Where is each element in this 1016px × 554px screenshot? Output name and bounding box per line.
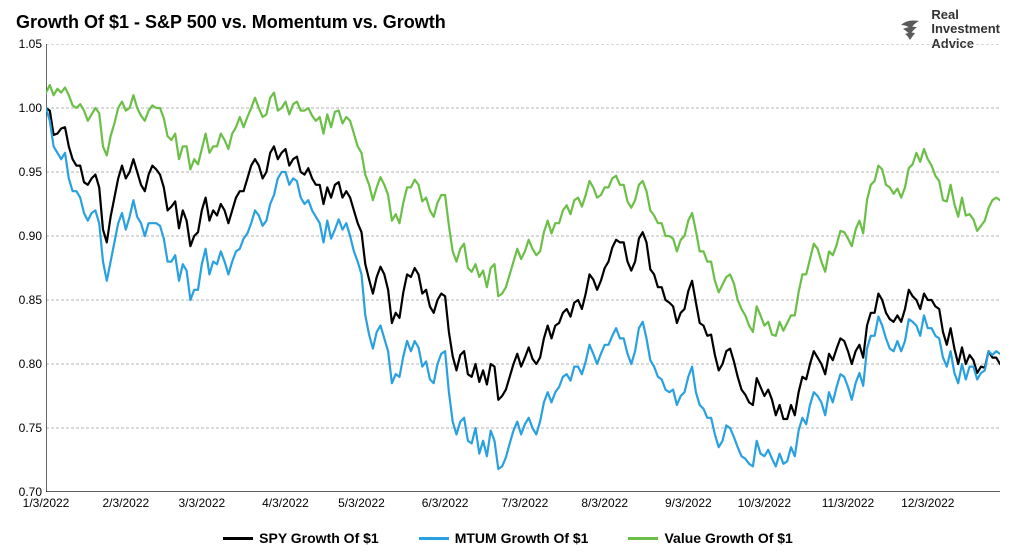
legend-item-mtum: MTUM Growth Of $1	[419, 530, 589, 546]
x-tick-label: 10/3/2022	[738, 496, 791, 510]
legend-label: MTUM Growth Of $1	[455, 530, 589, 546]
brand-line1: Real	[931, 8, 1000, 22]
y-tick-label: 0.85	[19, 293, 42, 307]
x-tick-label: 6/3/2022	[422, 496, 469, 510]
y-tick-label: 0.90	[19, 229, 42, 243]
brand-line2: Investment	[931, 22, 1000, 36]
y-tick-label: 1.00	[19, 101, 42, 115]
legend-swatch	[223, 537, 253, 540]
legend-swatch	[628, 537, 658, 540]
y-tick-label: 0.80	[19, 357, 42, 371]
x-tick-label: 11/3/2022	[822, 496, 875, 510]
legend-swatch	[419, 537, 449, 540]
x-tick-label: 3/3/2022	[178, 496, 225, 510]
x-tick-label: 7/3/2022	[502, 496, 549, 510]
x-tick-label: 9/3/2022	[665, 496, 712, 510]
x-tick-label: 2/3/2022	[102, 496, 149, 510]
x-tick-label: 5/3/2022	[338, 496, 385, 510]
legend-item-spy: SPY Growth Of $1	[223, 530, 379, 546]
legend: SPY Growth Of $1 MTUM Growth Of $1 Value…	[0, 530, 1016, 546]
legend-item-value: Value Growth Of $1	[628, 530, 792, 546]
x-tick-label: 12/3/2022	[901, 496, 954, 510]
y-tick-label: 0.95	[19, 165, 42, 179]
x-tick-label: 8/3/2022	[581, 496, 628, 510]
legend-label: SPY Growth Of $1	[259, 530, 379, 546]
y-tick-label: 1.05	[19, 37, 42, 51]
chart-title: Growth Of $1 - S&P 500 vs. Momentum vs. …	[16, 12, 446, 33]
y-tick-label: 0.75	[19, 421, 42, 435]
eagle-icon	[897, 15, 925, 43]
plot-area	[46, 44, 1000, 492]
chart-container: Growth Of $1 - S&P 500 vs. Momentum vs. …	[0, 0, 1016, 554]
legend-label: Value Growth Of $1	[664, 530, 792, 546]
x-tick-label: 1/3/2022	[23, 496, 70, 510]
x-tick-label: 4/3/2022	[262, 496, 309, 510]
plot-svg	[46, 44, 1000, 492]
